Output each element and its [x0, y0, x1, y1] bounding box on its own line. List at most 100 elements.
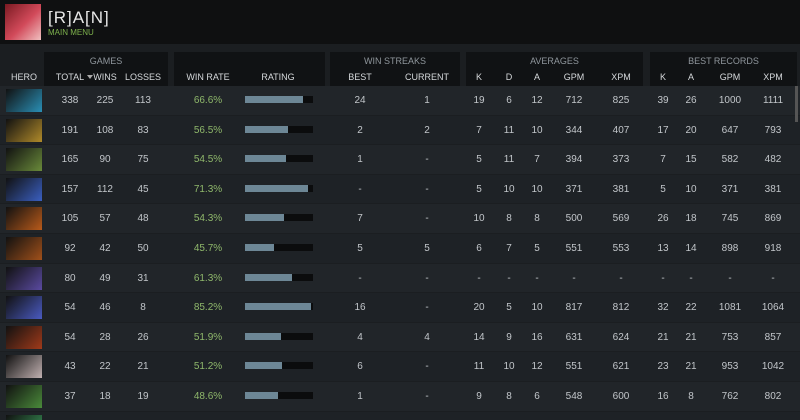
table-cell: 80 — [64, 272, 76, 284]
table-cell: 1064 — [761, 302, 785, 314]
table-cell: 18 — [99, 391, 111, 402]
group-header: AVERAGES — [530, 56, 579, 66]
hero-icon — [6, 148, 42, 172]
table-cell: 21 — [137, 361, 149, 373]
table-cell: - — [425, 302, 429, 314]
table-cell: 28 — [99, 331, 111, 343]
table-cell: - — [771, 272, 775, 284]
table-cell: - — [572, 272, 576, 284]
header-panel — [330, 52, 460, 86]
table-cell: 48 — [137, 213, 149, 225]
table-cell: 6 — [357, 361, 363, 373]
table-cell: 373 — [612, 154, 630, 166]
rating-bar — [245, 214, 284, 222]
table-cell: 8 — [140, 302, 146, 314]
column-header: GPM — [719, 72, 741, 82]
table-cell: 11 — [503, 154, 515, 166]
table-cell: 338 — [61, 95, 79, 106]
hero-icon — [6, 414, 42, 420]
column-header: WIN RATE — [186, 72, 230, 82]
rating-track — [245, 392, 313, 399]
table-cell: 17 — [657, 124, 669, 136]
table-cell: 16 — [657, 391, 669, 402]
table-row — [0, 115, 800, 145]
table-row — [0, 204, 800, 233]
hero-icon — [6, 296, 42, 320]
table-cell: 85.2% — [193, 302, 223, 314]
table-cell: 54.3% — [193, 213, 223, 225]
column-header: TOTAL — [55, 72, 85, 82]
table-cell: 762 — [721, 391, 739, 402]
table-cell: 20 — [473, 302, 485, 314]
table-cell: 553 — [612, 243, 630, 254]
table-cell: 14 — [473, 331, 485, 343]
table-cell: 7 — [506, 243, 512, 254]
rating-bar — [245, 155, 286, 163]
column-header: K — [475, 72, 482, 82]
hero-icon — [6, 89, 42, 112]
rating-bar — [245, 303, 311, 311]
table-cell: 19 — [473, 95, 485, 106]
column-header: LOSSES — [124, 72, 162, 82]
table-cell: 157 — [61, 183, 79, 195]
table-cell: - — [425, 391, 429, 402]
table-cell: 551 — [565, 243, 583, 254]
table-cell: 394 — [565, 154, 583, 166]
table-cell: - — [661, 272, 665, 284]
table-row — [0, 322, 800, 352]
column-header: XPM — [611, 72, 631, 82]
table-row — [0, 293, 800, 322]
table-cell: 105 — [61, 213, 79, 225]
table-cell: 37 — [64, 391, 76, 402]
table-cell: 569 — [612, 213, 630, 225]
table-cell: 7 — [660, 154, 666, 166]
hero-icon — [6, 355, 42, 379]
rating-bar — [245, 273, 292, 281]
table-cell: 1000 — [718, 95, 742, 106]
hero-icon — [6, 118, 42, 142]
hero-icon — [6, 385, 42, 408]
rating-bar — [245, 184, 309, 192]
table-cell: 11 — [473, 361, 485, 373]
table-cell: 113 — [135, 95, 151, 106]
table-cell: 61.3% — [193, 272, 223, 284]
table-row — [0, 411, 800, 420]
rating-bar — [245, 332, 282, 340]
table-cell: - — [689, 272, 693, 284]
main-menu-link[interactable]: MAIN MENU — [48, 28, 94, 37]
table-cell: 22 — [99, 361, 111, 373]
table-cell: 83 — [137, 124, 149, 136]
hero-icon — [6, 177, 42, 201]
table-cell: 7 — [476, 124, 482, 136]
table-cell: 5 — [476, 154, 482, 166]
table-cell: 90 — [99, 154, 111, 166]
table-cell: 582 — [721, 154, 739, 166]
table-cell: - — [507, 272, 511, 284]
table-cell: 48.6% — [193, 391, 223, 402]
table-cell: 12 — [531, 95, 543, 106]
table-cell: 108 — [96, 124, 114, 136]
table-cell: 18 — [685, 213, 697, 225]
table-cell: 407 — [612, 124, 630, 136]
column-header: CURRENT — [405, 72, 449, 82]
table-cell: 8 — [506, 213, 512, 225]
table-cell: - — [358, 183, 362, 195]
table-cell: 5 — [660, 183, 666, 195]
table-cell: 344 — [565, 124, 583, 136]
table-cell: 802 — [764, 391, 782, 402]
table-cell: 24 — [354, 95, 366, 106]
table-cell: 31 — [137, 272, 149, 284]
column-header: D — [505, 72, 513, 82]
table-cell: 1081 — [718, 302, 742, 314]
table-cell: 71.3% — [193, 183, 223, 195]
table-cell: 1111 — [762, 95, 784, 106]
table-cell: 54 — [64, 302, 76, 314]
hero-icon — [6, 266, 42, 290]
header-panel — [44, 52, 168, 86]
table-cell: 600 — [612, 391, 630, 402]
table-row — [0, 382, 800, 411]
table-cell: 12 — [531, 361, 543, 373]
table-cell: 10 — [503, 183, 515, 195]
table-cell: 19 — [137, 391, 149, 402]
column-header: A — [533, 72, 540, 82]
